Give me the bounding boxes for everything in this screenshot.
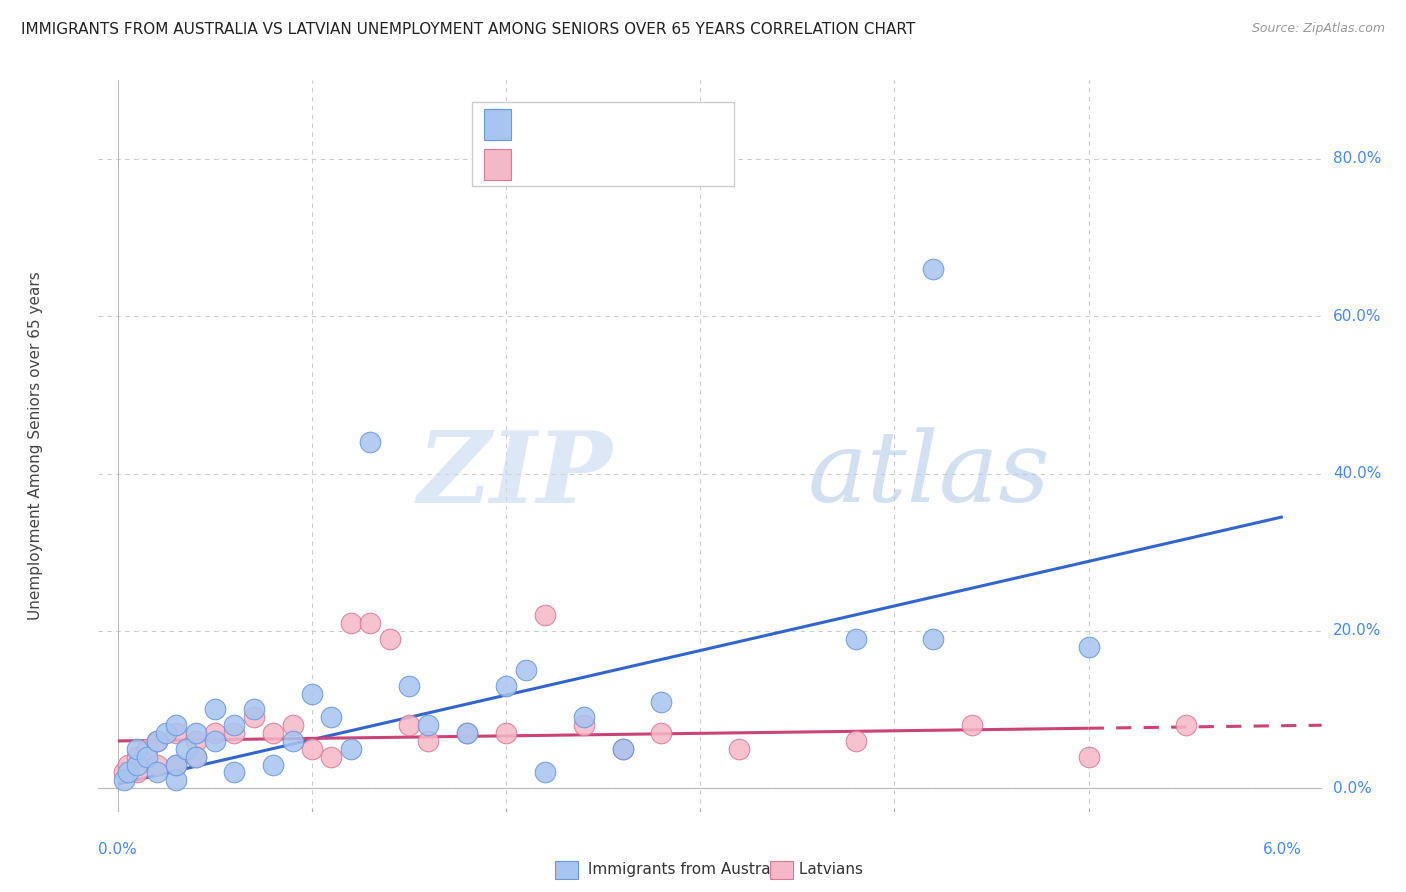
Point [612,741,634,756]
Point [184,749,207,764]
Point [340,741,363,756]
Text: IMMIGRANTS FROM AUSTRALIA VS LATVIAN UNEMPLOYMENT AMONG SENIORS OVER 65 YEARS CO: IMMIGRANTS FROM AUSTRALIA VS LATVIAN UNE… [21,22,915,37]
Point [136,749,159,764]
Point [1174,718,1197,732]
Point [534,608,557,623]
Point [155,726,177,740]
Point [127,741,149,756]
Point [204,702,226,716]
Point [145,757,167,772]
Point [359,435,381,450]
Point [572,718,595,732]
Point [398,679,420,693]
Point [281,734,304,748]
Point [515,663,537,677]
Text: 20.0%: 20.0% [1333,624,1381,639]
Point [321,710,343,724]
Point [359,615,381,630]
Point [127,765,149,780]
Point [301,741,323,756]
Point [165,757,187,772]
Point [165,773,187,788]
Point [960,718,983,732]
Point [127,749,149,764]
Point [495,679,517,693]
Point [165,726,187,740]
Point [136,741,159,756]
Text: 6.0%: 6.0% [1264,842,1302,857]
Text: 60.0%: 60.0% [1333,309,1381,324]
Point [418,734,440,748]
Text: 0.0%: 0.0% [98,842,138,857]
Point [242,710,264,724]
Point [184,726,207,740]
Text: atlas: atlas [808,427,1050,523]
Point [127,757,149,772]
Point [1077,640,1099,654]
Point [922,262,945,277]
Text: 0.0%: 0.0% [1333,780,1371,796]
Text: 40.0%: 40.0% [1333,466,1381,481]
Point [117,765,139,780]
Point [378,632,401,646]
Point [224,765,246,780]
Point [1077,749,1099,764]
Point [340,615,363,630]
Point [242,702,264,716]
Point [418,718,440,732]
Point [165,757,187,772]
Point [204,726,226,740]
Point [174,741,197,756]
Point [456,726,478,740]
Point [145,765,167,780]
Point [145,734,167,748]
Point [301,687,323,701]
Point [184,734,207,748]
Point [650,726,672,740]
Point [224,726,246,740]
Point [145,734,167,748]
FancyBboxPatch shape [484,110,510,140]
Point [184,749,207,764]
Point [262,757,284,772]
Point [845,734,868,748]
Point [165,718,187,732]
FancyBboxPatch shape [471,103,734,186]
Point [281,718,304,732]
Text: Latvians: Latvians [794,863,863,877]
Text: N = 37: N = 37 [630,113,693,131]
Point [572,710,595,724]
Text: 80.0%: 80.0% [1333,152,1381,167]
Text: Immigrants from Australia: Immigrants from Australia [583,863,789,877]
Point [112,765,135,780]
Point [845,632,868,646]
Point [224,718,246,732]
Point [922,632,945,646]
Text: R = 0.470: R = 0.470 [523,113,606,131]
Point [398,718,420,732]
Text: Unemployment Among Seniors over 65 years: Unemployment Among Seniors over 65 years [28,272,44,620]
Text: ZIP: ZIP [418,427,612,524]
Point [117,757,139,772]
Point [204,734,226,748]
Point [321,749,343,764]
FancyBboxPatch shape [484,149,510,179]
Point [456,726,478,740]
Point [495,726,517,740]
Text: N = 34: N = 34 [630,153,693,172]
Point [262,726,284,740]
Text: R = 0.036: R = 0.036 [523,153,606,172]
Point [650,695,672,709]
Point [612,741,634,756]
Point [728,741,751,756]
Text: Source: ZipAtlas.com: Source: ZipAtlas.com [1251,22,1385,36]
Point [534,765,557,780]
Point [112,773,135,788]
